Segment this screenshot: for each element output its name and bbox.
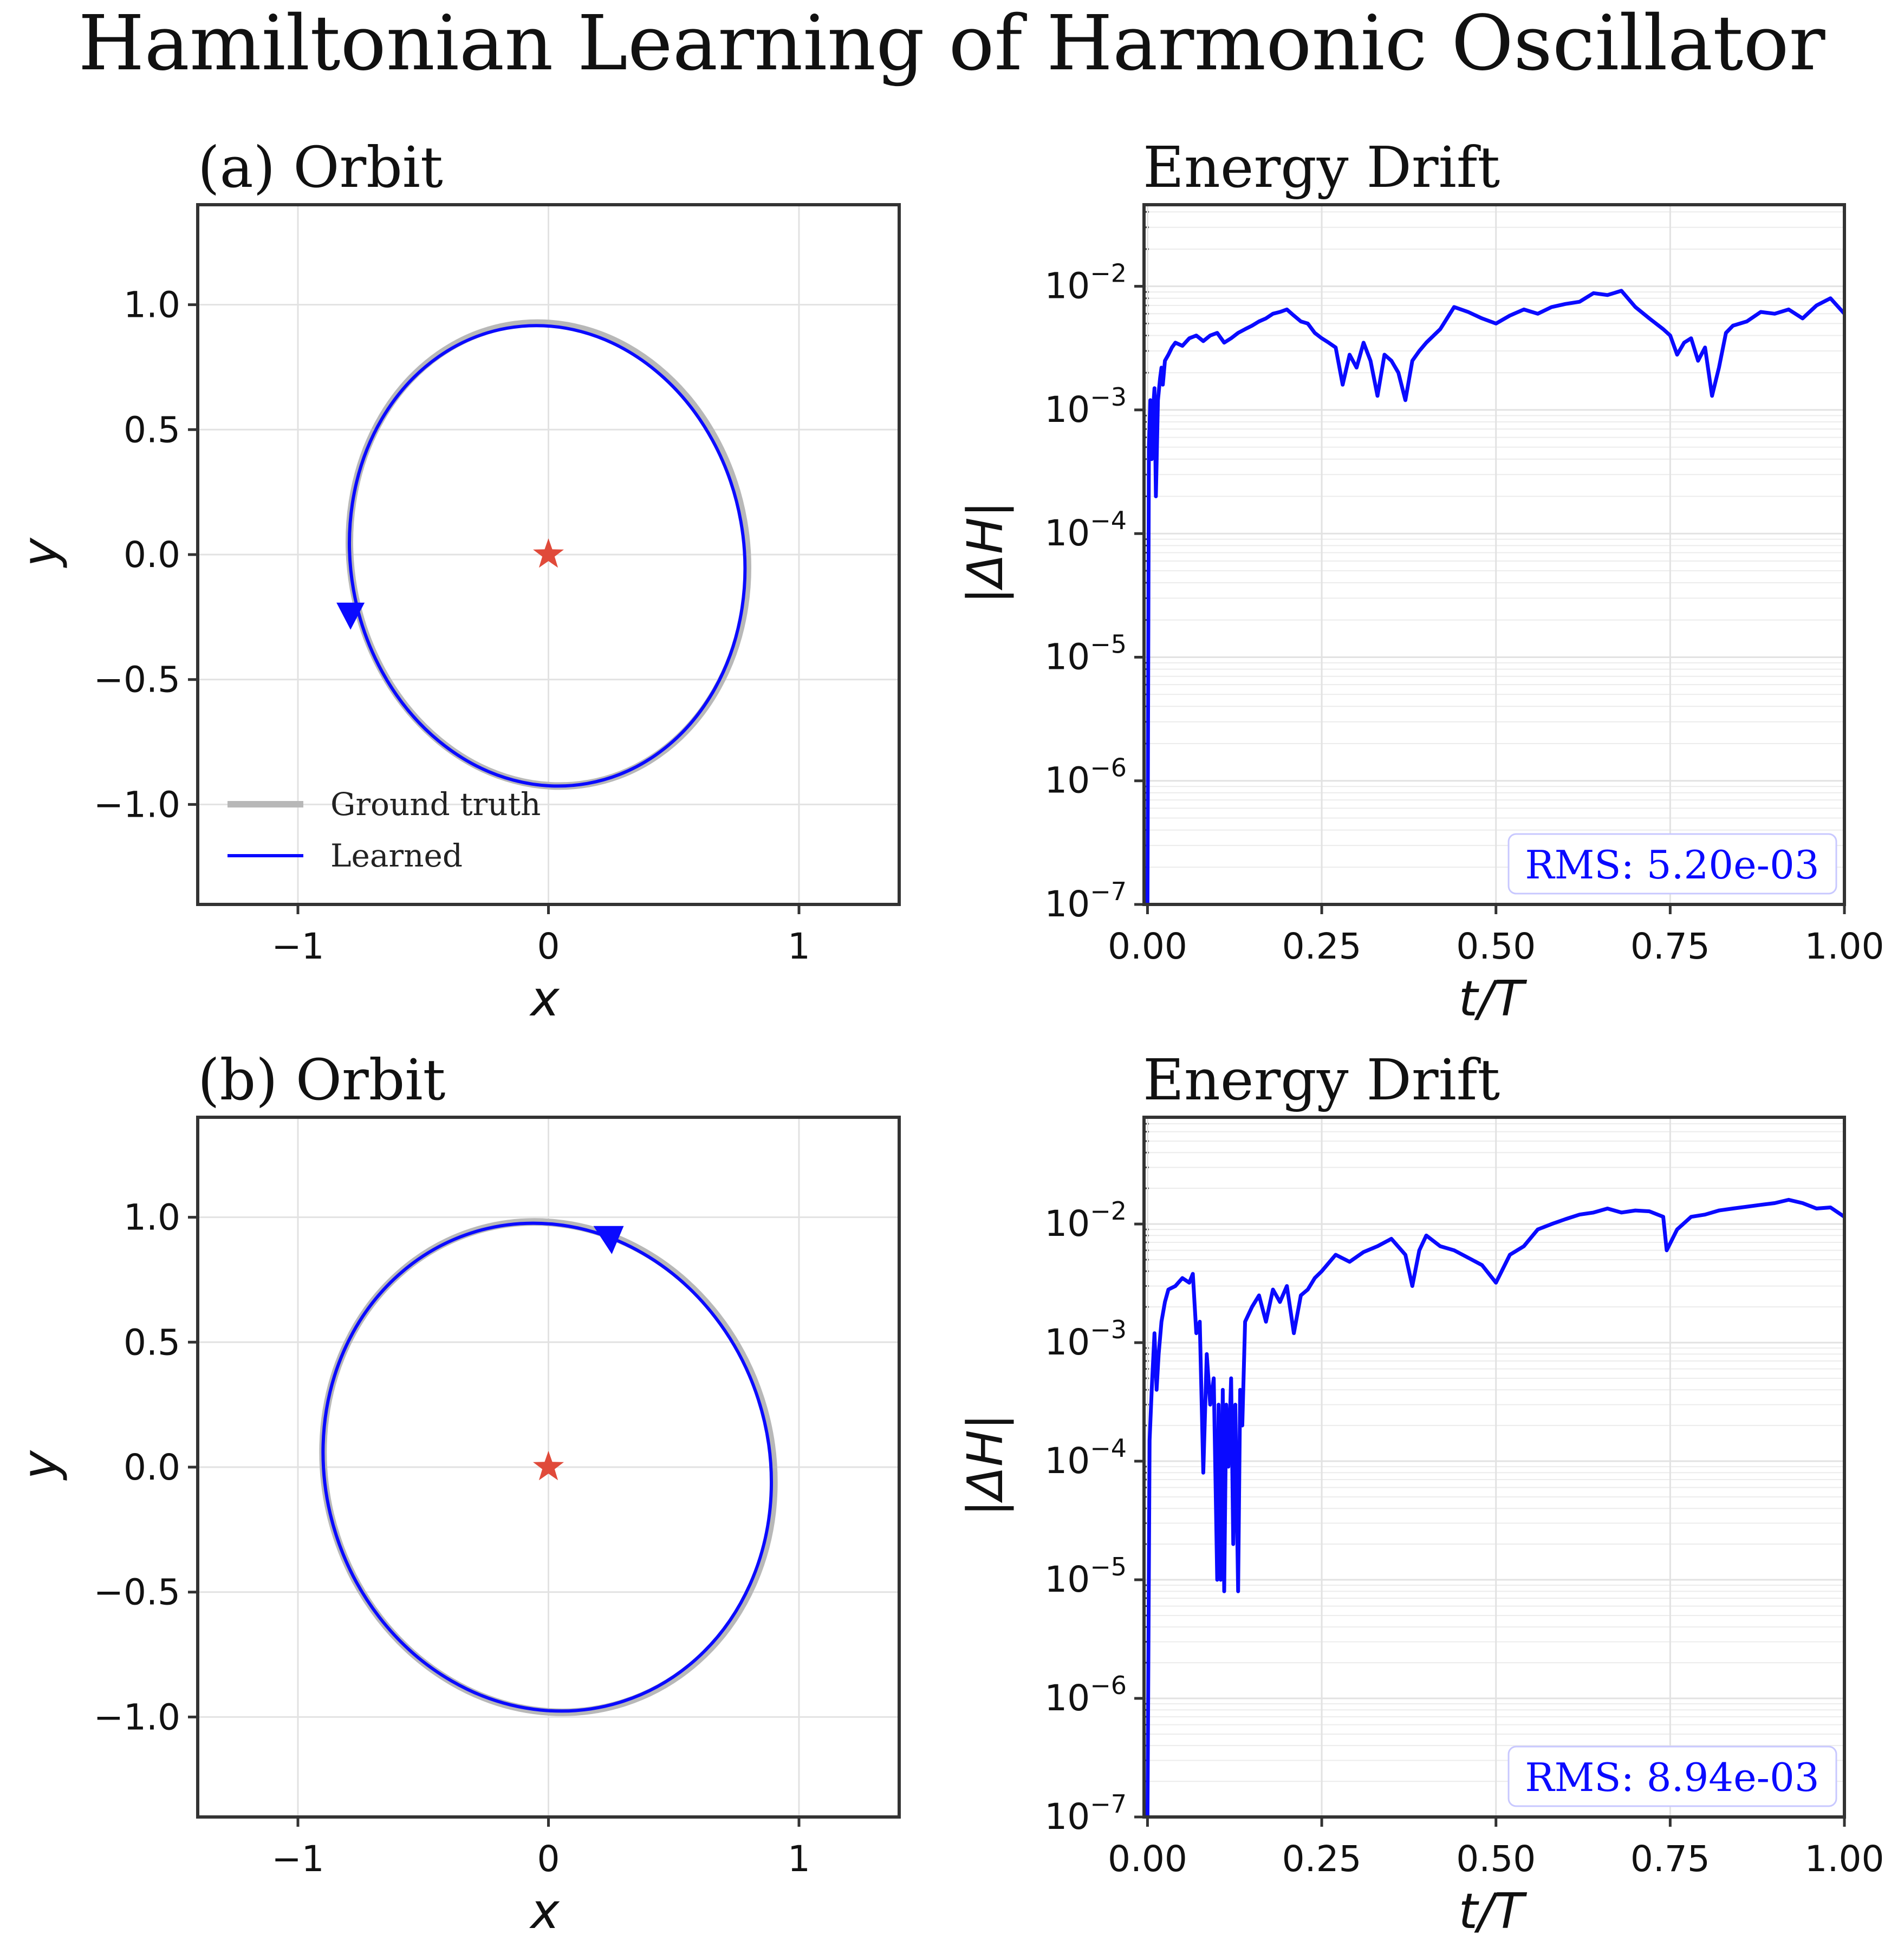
x-tick-label: 0.25 <box>1282 926 1362 967</box>
panel-drift-b: Energy Drift RMS: 8.94e-03 0.00 0.25 0.50 0.… <box>957 1047 1884 1940</box>
y-tick-label: 10−3 <box>1044 1315 1127 1363</box>
y-tick-label: 1.0 <box>124 1197 180 1239</box>
orbit-b-ylabel: y <box>12 1450 69 1481</box>
y-tick-label: 10−4 <box>1044 1434 1127 1482</box>
panel-orbit-b: (b) Orbit −1 0 1 −1.0 −0.5 0.0 0.5 1.0 x y <box>12 1047 901 1940</box>
y-tick-label: 10−2 <box>1044 259 1127 307</box>
x-tick-label: −1 <box>271 926 324 967</box>
x-tick-label: 0.50 <box>1456 926 1536 967</box>
x-tick-label: 0.00 <box>1108 926 1187 967</box>
energy-drift-line <box>1145 1197 1844 1817</box>
rms-annotation-box <box>1507 1745 1837 1807</box>
y-tick-label: −1.0 <box>94 784 180 825</box>
y-tick-label: 10−6 <box>1044 753 1127 802</box>
orbit-b-xlabel: x <box>529 1883 560 1940</box>
drift-b-ylabel: |ΔH| <box>957 1414 1014 1516</box>
rms-annotation-box <box>1507 833 1837 895</box>
orbit-a-plot: −1 0 1 −1.0 −0.5 0.0 0.5 1.0 Ground truth Learned <box>94 203 901 967</box>
y-tick-label: 0.0 <box>124 534 180 576</box>
orbit-a-ylabel: y <box>12 537 69 569</box>
y-tick-label: 10−7 <box>1044 877 1127 925</box>
x-tick-label: 1 <box>788 1838 810 1880</box>
y-tick-label: 10−6 <box>1044 1671 1127 1719</box>
direction-arrow <box>593 1226 624 1254</box>
figure-title: Hamiltonian Learning of Harmonic Oscilla… <box>78 0 1825 88</box>
drift-b-title: Energy Drift <box>1143 1047 1500 1113</box>
center-star-marker <box>533 538 564 568</box>
rms-annotation: RMS: 5.20e-03 <box>1507 833 1837 895</box>
drift-b-xlabel: t/T <box>1459 1883 1528 1940</box>
drift-curves <box>1145 1197 1844 1817</box>
x-tick-label: 0 <box>537 926 560 967</box>
x-tick-label: 0.75 <box>1630 1838 1710 1880</box>
direction-arrow <box>336 602 365 630</box>
y-tick-label: −0.5 <box>94 659 180 701</box>
energy-drift-line <box>1145 289 1844 904</box>
y-tick-label: 10−5 <box>1044 1552 1127 1600</box>
x-tick-label: 0.75 <box>1630 926 1710 967</box>
drift-b-plot: RMS: 8.94e-03 0.00 0.25 0.50 0.75 1.00 10−7 10−… <box>1044 1116 1884 1880</box>
y-tick-label: 0.0 <box>124 1447 180 1488</box>
center-star-marker <box>533 1451 564 1481</box>
orbit-b-plot: −1 0 1 −1.0 −0.5 0.0 0.5 1.0 <box>94 1116 901 1880</box>
y-tick-label: −1.0 <box>94 1696 180 1738</box>
x-tick-label: 1.00 <box>1805 1838 1884 1880</box>
orbit-curves <box>319 1218 778 1716</box>
y-tick-label: 10−3 <box>1044 382 1127 431</box>
orbit-curves <box>346 319 751 790</box>
rms-annotation-text: RMS: 8.94e-03 <box>1525 1755 1819 1800</box>
orbit-a-title: (a) Orbit <box>198 134 443 200</box>
y-tick-label: −0.5 <box>94 1572 180 1613</box>
y-tick-label: 1.0 <box>124 284 180 326</box>
x-tick-label: 1.00 <box>1805 926 1884 967</box>
legend-label: Learned <box>330 837 463 874</box>
y-tick-label: 0.5 <box>124 409 180 451</box>
y-tick-label: 10−4 <box>1044 506 1127 554</box>
panel-drift-a: Energy Drift RMS: 5.20e-03 0.00 0.25 0.50 0.… <box>957 134 1884 1027</box>
orbit-a-xlabel: x <box>529 971 560 1027</box>
drift-a-title: Energy Drift <box>1143 134 1500 200</box>
y-tick-label: 10−7 <box>1044 1789 1127 1838</box>
rms-annotation-text: RMS: 5.20e-03 <box>1525 842 1819 888</box>
legend-label: Ground truth <box>330 786 541 823</box>
x-tick-label: 0 <box>537 1838 560 1880</box>
drift-a-plot: RMS: 5.20e-03 0.00 0.25 0.50 0.75 1.00 10−7 10−… <box>1044 203 1884 967</box>
drift-a-ylabel: |ΔH| <box>957 501 1014 604</box>
x-tick-label: −1 <box>271 1838 324 1880</box>
panel-orbit-a: (a) Orbit −1 0 1 −1.0 −0.5 0.0 0.5 1.0 Ground tr… <box>12 134 901 1027</box>
y-tick-label: 10−5 <box>1044 629 1127 678</box>
axes-frame <box>1142 203 1846 906</box>
drift-a-xlabel: t/T <box>1459 971 1528 1027</box>
orbit-b-title: (b) Orbit <box>198 1047 445 1113</box>
rms-annotation: RMS: 8.94e-03 <box>1507 1745 1837 1807</box>
learned-orbit <box>321 1221 774 1713</box>
x-tick-label: 1 <box>788 926 810 967</box>
x-tick-label: 0.50 <box>1456 1838 1536 1880</box>
drift-curves <box>1145 289 1844 904</box>
y-tick-label: 0.5 <box>124 1321 180 1363</box>
axes-frame <box>1142 1116 1846 1819</box>
y-tick-label: 10−2 <box>1044 1196 1127 1245</box>
learned-orbit <box>348 324 747 788</box>
x-tick-label: 0.00 <box>1108 1838 1187 1880</box>
x-tick-label: 0.25 <box>1282 1838 1362 1880</box>
